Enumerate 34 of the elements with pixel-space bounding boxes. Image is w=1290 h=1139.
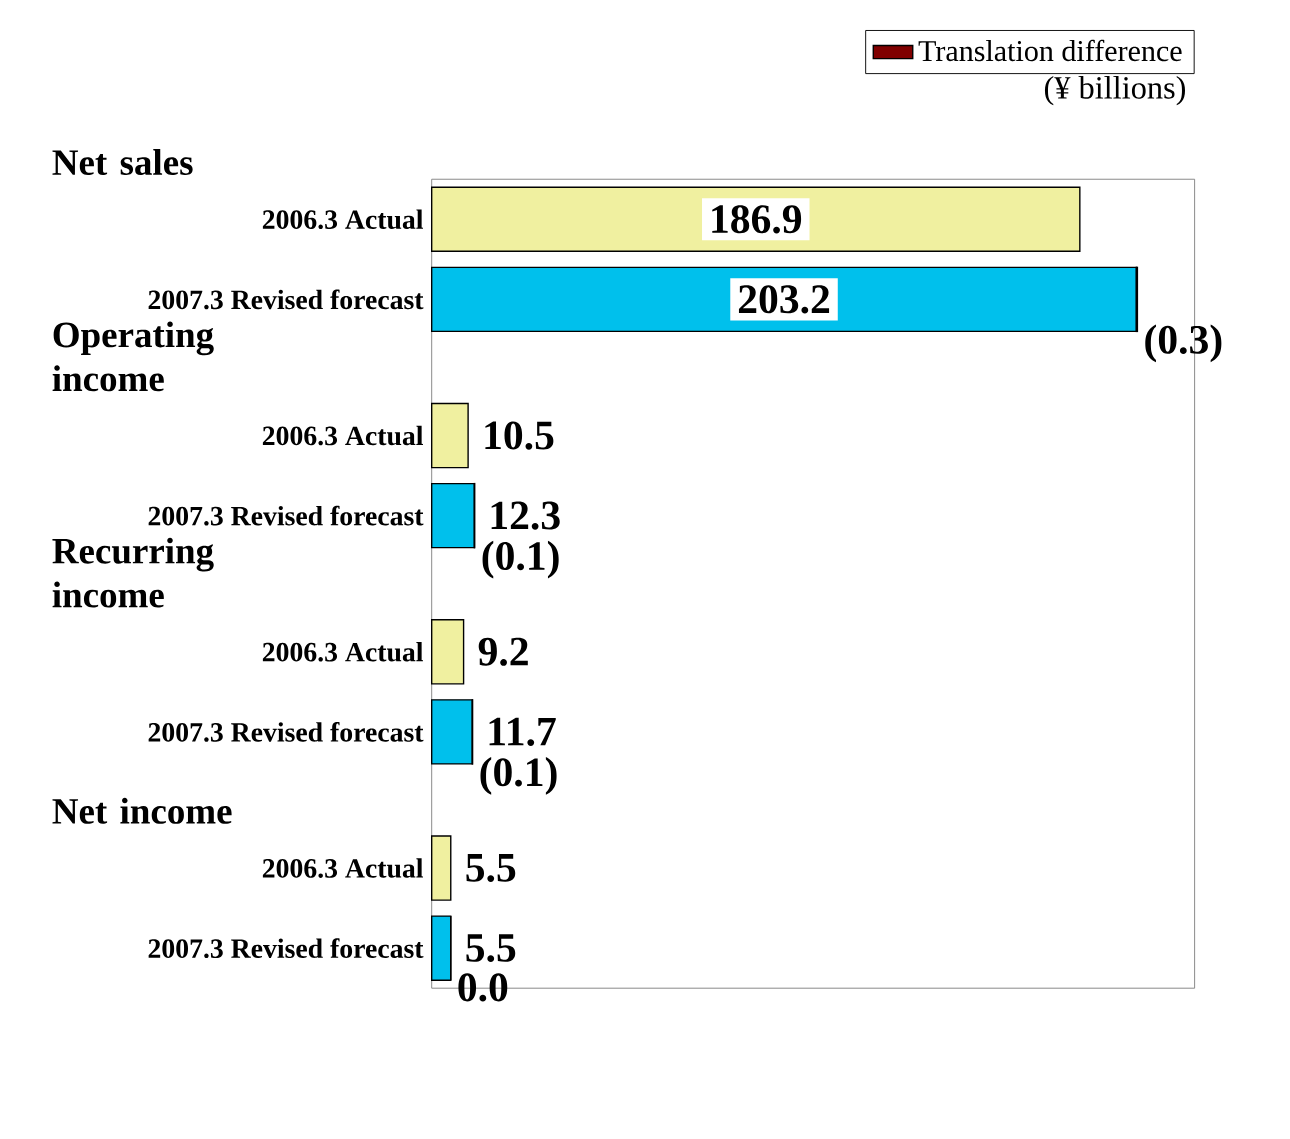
y-tick-label: 2006.3 Actual xyxy=(262,641,423,662)
y-tick-label: 2007.3 Revised forecast xyxy=(148,721,424,742)
text: (¥ billions) xyxy=(1044,75,1186,106)
legend-label: Translation difference xyxy=(918,39,1182,61)
data-label: 11.7 xyxy=(489,717,556,746)
text: Net income xyxy=(52,797,232,824)
y-tick-label: 2006.3 Actual xyxy=(262,209,423,229)
y-tick-label: 2007.3 Revised forecast xyxy=(148,289,424,310)
bar xyxy=(430,835,452,901)
text: Recurring income xyxy=(52,537,214,608)
y-tick-label: 2006.3 Actual xyxy=(262,858,423,878)
bar xyxy=(430,186,1081,252)
bar xyxy=(430,915,452,981)
bar xyxy=(430,482,476,549)
bar xyxy=(430,618,465,685)
data-label: (0.3) xyxy=(1145,324,1222,363)
data-label: (0.1) xyxy=(480,756,557,795)
bar xyxy=(430,402,469,469)
y-tick-label: 2007.3 Revised forecast xyxy=(148,505,424,526)
data-label: 5.5 xyxy=(466,853,516,882)
bar xyxy=(430,266,1138,332)
data-label: 5.5 xyxy=(466,933,516,962)
y-tick-label: 2007.3 Revised forecast xyxy=(148,937,424,958)
data-label: 10.5 xyxy=(485,421,554,450)
y-tick-label: 2006.3 Actual xyxy=(262,425,423,446)
text: Net sales xyxy=(52,148,193,175)
data-label: 0.0 xyxy=(458,973,508,1002)
bar xyxy=(430,698,473,765)
data-label: (0.1) xyxy=(482,540,559,579)
data-label: 9.2 xyxy=(478,637,528,666)
data-label: 203.2 xyxy=(738,285,830,314)
data-label: 186.9 xyxy=(712,204,802,234)
data-label: 12.3 xyxy=(491,501,560,530)
text: Operating income xyxy=(52,321,214,392)
